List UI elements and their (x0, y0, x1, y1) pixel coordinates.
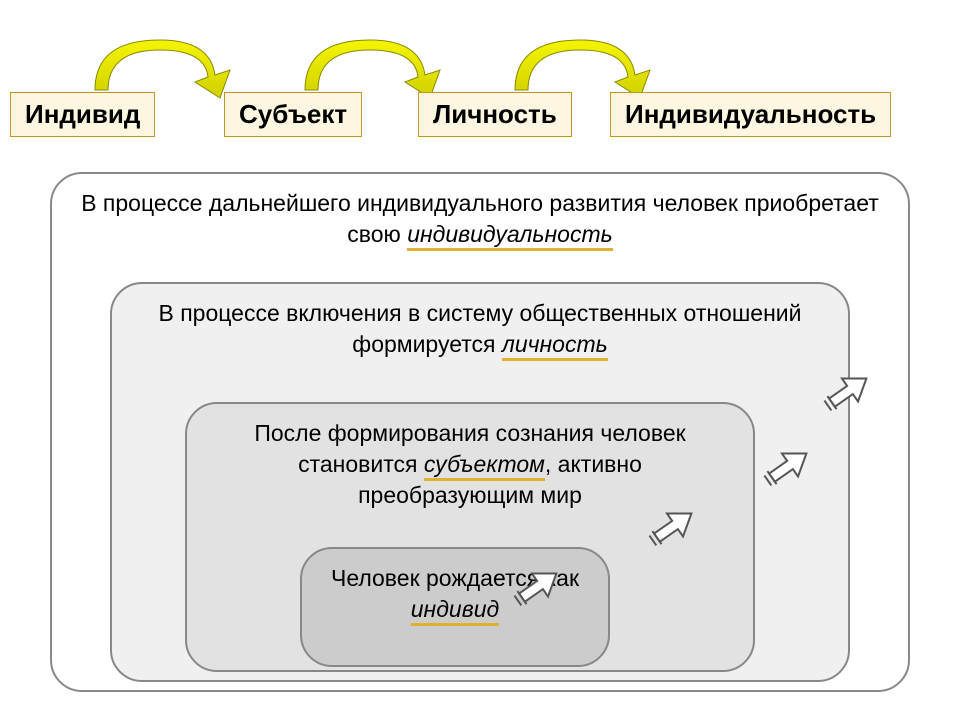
label-individ: Индивид (10, 92, 155, 137)
label-personality: Личность (418, 92, 572, 137)
out-arrow-4 (510, 555, 570, 615)
curved-arrow-2 (280, 20, 460, 100)
out-arrow-1 (820, 360, 880, 420)
label-individuality: Индивидуальность (610, 92, 891, 137)
nested-diagram: В процессе дальнейшего индивидуального р… (50, 172, 910, 692)
out-arrow-2 (760, 435, 820, 495)
box-mid1-text: В процессе включения в систему обществен… (112, 298, 848, 360)
curved-arrow-1 (70, 20, 250, 100)
out-arrow-3 (645, 495, 705, 555)
label-subject: Субъект (224, 92, 362, 137)
box-outer-text: В процессе дальнейшего индивидуального р… (52, 188, 908, 250)
curved-arrow-3 (490, 20, 670, 100)
